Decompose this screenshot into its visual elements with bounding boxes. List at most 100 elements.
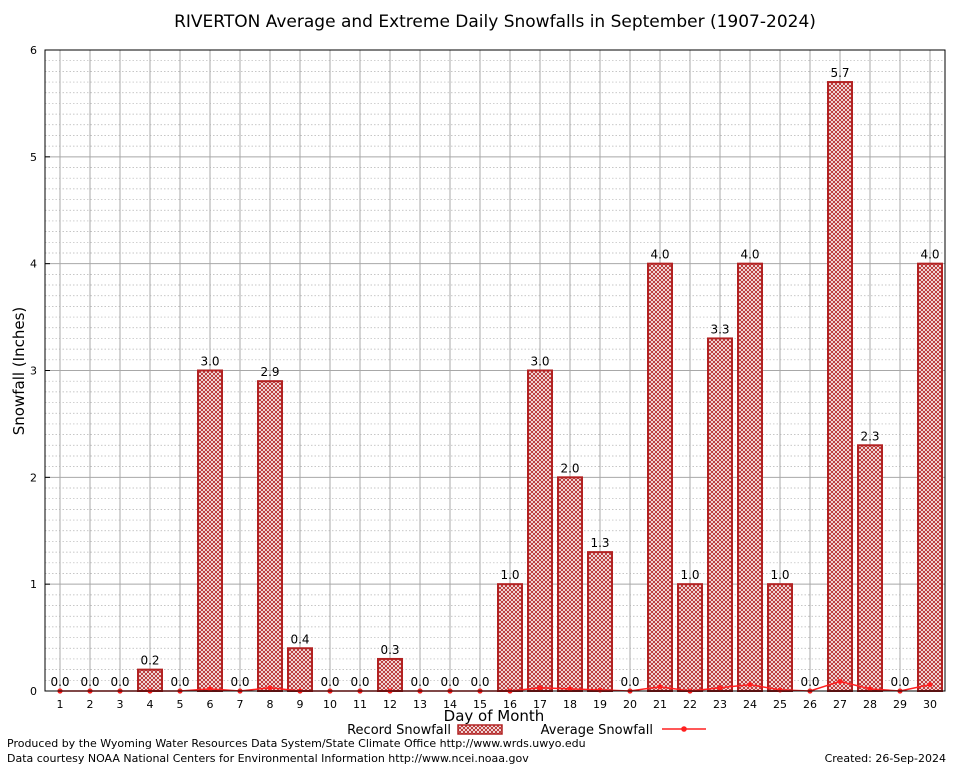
x-tick-label: 25 bbox=[773, 698, 787, 711]
record-value-label: 0.0 bbox=[440, 675, 459, 689]
x-tick-label: 13 bbox=[413, 698, 427, 711]
x-tick-label: 14 bbox=[443, 698, 457, 711]
record-bar-day-23 bbox=[707, 337, 733, 692]
y-tick-label: 3 bbox=[30, 365, 37, 378]
record-bars: 0.0 0.0 0.0 0.2 0.0 3.0 0.0 2.9 0.4 0.0 0.0 0.3 0.0 0… bbox=[50, 66, 943, 693]
x-tick-label: 6 bbox=[207, 698, 214, 711]
x-tick-label: 5 bbox=[177, 698, 184, 711]
record-bar-day-16 bbox=[497, 583, 523, 693]
x-tick-label: 3 bbox=[117, 698, 124, 711]
x-tick-label: 10 bbox=[323, 698, 337, 711]
x-tick-label: 30 bbox=[923, 698, 937, 711]
record-value-label: 0.4 bbox=[290, 632, 309, 646]
record-value-label: 4.0 bbox=[920, 248, 939, 262]
x-tick-label: 7 bbox=[237, 698, 244, 711]
grid bbox=[45, 50, 945, 691]
record-value-label: 0.0 bbox=[80, 675, 99, 689]
y-tick-label: 4 bbox=[30, 258, 37, 271]
record-value-label: 0.0 bbox=[170, 675, 189, 689]
record-value-label: 2.9 bbox=[260, 365, 279, 379]
record-value-label: 1.0 bbox=[770, 568, 789, 582]
record-value-label: 1.0 bbox=[500, 568, 519, 582]
record-bar-day-6 bbox=[197, 369, 223, 692]
x-tick-label: 1 bbox=[57, 698, 64, 711]
x-tick-label: 8 bbox=[267, 698, 274, 711]
y-tick-label: 6 bbox=[30, 44, 37, 57]
record-value-label: 3.3 bbox=[710, 322, 729, 336]
record-bar-day-19 bbox=[587, 551, 613, 692]
y-tick-label: 1 bbox=[30, 578, 37, 591]
y-tick-label: 2 bbox=[30, 471, 37, 484]
x-tick-label: 21 bbox=[653, 698, 667, 711]
record-bar-day-28 bbox=[857, 444, 883, 692]
average-point bbox=[597, 687, 603, 693]
record-value-label: 0.0 bbox=[410, 675, 429, 689]
record-value-label: 4.0 bbox=[740, 248, 759, 262]
record-bar-day-25 bbox=[767, 583, 793, 693]
x-tick-label: 17 bbox=[533, 698, 547, 711]
record-value-label: 0.0 bbox=[890, 675, 909, 689]
average-point bbox=[867, 686, 873, 692]
x-tick-label: 26 bbox=[803, 698, 817, 711]
record-value-label: 0.3 bbox=[380, 643, 399, 657]
record-value-label: 0.0 bbox=[50, 675, 69, 689]
x-tick-label: 23 bbox=[713, 698, 727, 711]
record-bar-day-18 bbox=[557, 476, 583, 693]
average-point bbox=[267, 685, 273, 691]
footer-credit-wrds: Produced by the Wyoming Water Resources … bbox=[7, 737, 586, 750]
record-value-label: 0.2 bbox=[140, 654, 159, 668]
record-value-label: 2.3 bbox=[860, 429, 879, 443]
average-point bbox=[537, 685, 543, 691]
record-value-label: 3.0 bbox=[530, 355, 549, 369]
x-tick-label: 19 bbox=[593, 698, 607, 711]
legend: Record Snowfall Average Snowfall bbox=[347, 723, 706, 738]
record-value-label: 2.0 bbox=[560, 461, 579, 475]
record-value-label: 3.0 bbox=[200, 355, 219, 369]
x-tick-label: 9 bbox=[297, 698, 304, 711]
record-bar-day-24 bbox=[737, 262, 763, 692]
x-tick-label: 27 bbox=[833, 698, 847, 711]
record-value-label: 0.0 bbox=[470, 675, 489, 689]
average-point bbox=[927, 681, 933, 688]
x-tick-label: 20 bbox=[623, 698, 637, 711]
y-tick-label: 0 bbox=[30, 685, 37, 698]
average-point bbox=[567, 686, 573, 692]
footer-credit-noaa: Data courtesy NOAA National Centers for … bbox=[7, 752, 529, 765]
x-tick-label: 4 bbox=[147, 698, 154, 711]
legend-record-swatch bbox=[457, 724, 503, 735]
legend-record-label: Record Snowfall bbox=[347, 723, 451, 738]
average-point bbox=[657, 684, 663, 690]
x-tick-label: 28 bbox=[863, 698, 877, 711]
record-value-label: 5.7 bbox=[830, 66, 849, 80]
x-tick-label: 18 bbox=[563, 698, 577, 711]
record-bar-day-12 bbox=[377, 657, 403, 693]
record-bar-day-30 bbox=[917, 262, 943, 692]
record-value-label: 1.3 bbox=[590, 536, 609, 550]
x-tick-label: 22 bbox=[683, 698, 697, 711]
chart-title: RIVERTON Average and Extreme Daily Snowf… bbox=[174, 12, 816, 32]
record-bar-day-4 bbox=[137, 668, 163, 693]
y-tick-label: 5 bbox=[30, 151, 37, 164]
x-tick-label: 24 bbox=[743, 698, 757, 711]
record-value-label: 0.0 bbox=[620, 675, 639, 689]
legend-average-marker bbox=[681, 726, 687, 732]
footer-created-date: Created: 26-Sep-2024 bbox=[824, 752, 946, 765]
record-value-label: 4.0 bbox=[650, 248, 669, 262]
record-bar-day-8 bbox=[257, 380, 283, 692]
record-value-label: 0.0 bbox=[800, 675, 819, 689]
legend-average-label: Average Snowfall bbox=[541, 723, 653, 738]
average-point bbox=[717, 685, 723, 691]
record-bar-day-21 bbox=[647, 262, 673, 692]
average-point bbox=[747, 681, 753, 688]
x-tick-label: 16 bbox=[503, 698, 517, 711]
x-tick-label: 2 bbox=[87, 698, 94, 711]
record-value-label: 1.0 bbox=[680, 568, 699, 582]
x-tick-label: 11 bbox=[353, 698, 367, 711]
record-bar-day-22 bbox=[677, 583, 703, 693]
record-bar-day-17 bbox=[527, 369, 553, 692]
average-point bbox=[837, 678, 843, 684]
average-point bbox=[207, 686, 213, 692]
record-bar-day-9 bbox=[287, 647, 313, 692]
record-value-label: 0.0 bbox=[320, 675, 339, 689]
